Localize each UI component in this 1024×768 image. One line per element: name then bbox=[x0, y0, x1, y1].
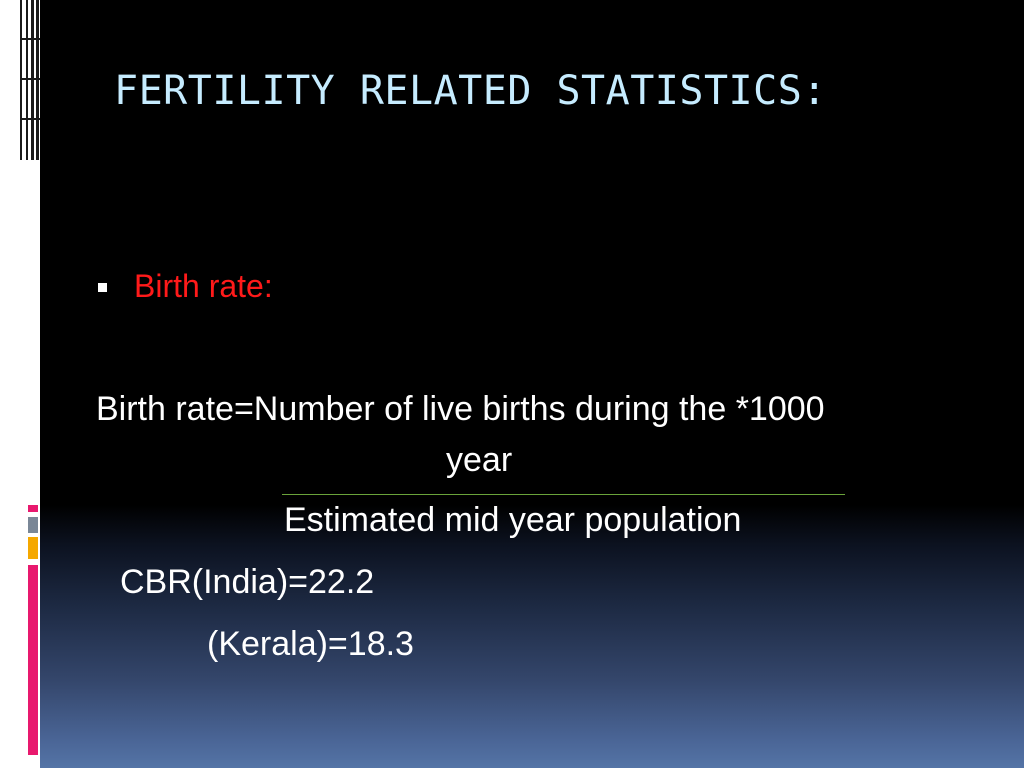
cbr-india-value: CBR(India)=22.2 bbox=[120, 563, 375, 601]
left-decorative-strip bbox=[0, 0, 40, 768]
color-blocks-decoration bbox=[28, 505, 38, 755]
square-bullet-icon bbox=[98, 283, 107, 292]
fraction-divider bbox=[282, 494, 845, 495]
formula-numerator: Birth rate=Number of live births during … bbox=[96, 390, 825, 428]
formula-denominator: Estimated mid year population bbox=[284, 501, 742, 539]
slide-title: FERTILITY RELATED STATISTICS: bbox=[114, 68, 827, 114]
vertical-lines-decoration bbox=[20, 0, 40, 160]
bullet-label: Birth rate: bbox=[134, 268, 273, 304]
cbr-kerala-value: (Kerala)=18.3 bbox=[207, 625, 414, 663]
formula-numerator-continuation: year bbox=[446, 441, 513, 479]
bullet-item: Birth rate: bbox=[98, 268, 273, 305]
